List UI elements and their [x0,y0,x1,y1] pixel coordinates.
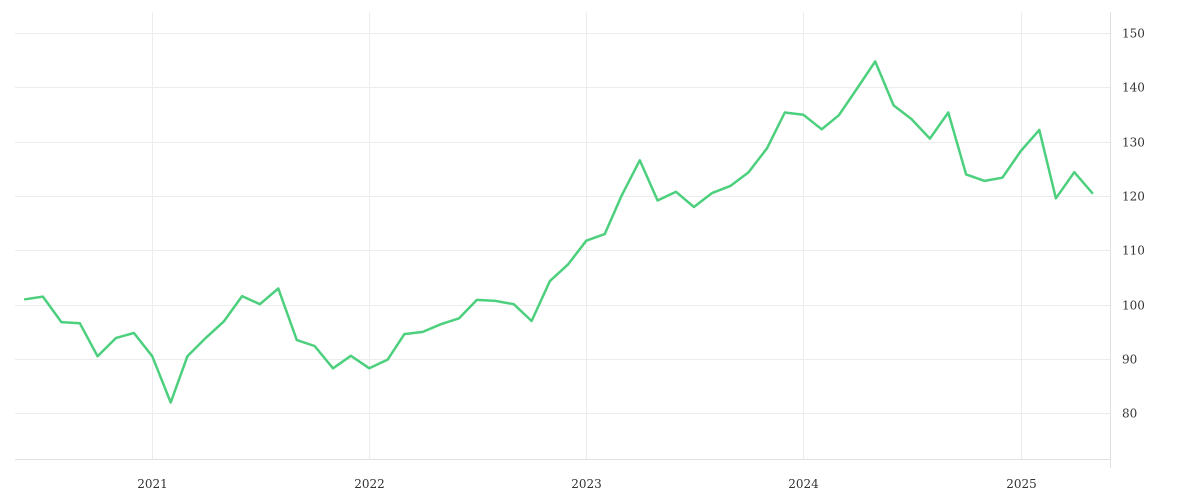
y-tick-label: 90 [1122,353,1137,367]
x-tick-label: 2025 [1006,477,1037,491]
y-tick-label: 150 [1122,27,1145,41]
series-line [23,60,1094,404]
x-tick-label: 2024 [788,477,819,491]
series-layer [23,60,1094,404]
y-tick-label: 100 [1122,299,1145,313]
y-axis-tick-labels: 80 90 100 110 120 130 140 150 [1122,27,1145,421]
vertical-gridlines [152,12,1022,459]
axes [15,12,1111,468]
y-tick-label: 120 [1122,190,1145,204]
x-tick-label: 2021 [137,477,168,491]
y-tick-label: 80 [1122,407,1137,421]
y-tick-label: 140 [1122,81,1145,95]
x-axis-tick-labels: 2021 2022 2023 2024 2025 [137,477,1037,491]
y-tick-label: 130 [1122,136,1145,150]
y-tick-label: 110 [1122,244,1145,258]
x-tick-label: 2023 [571,477,602,491]
x-tick-label: 2022 [354,477,385,491]
horizontal-gridlines [15,33,1110,414]
